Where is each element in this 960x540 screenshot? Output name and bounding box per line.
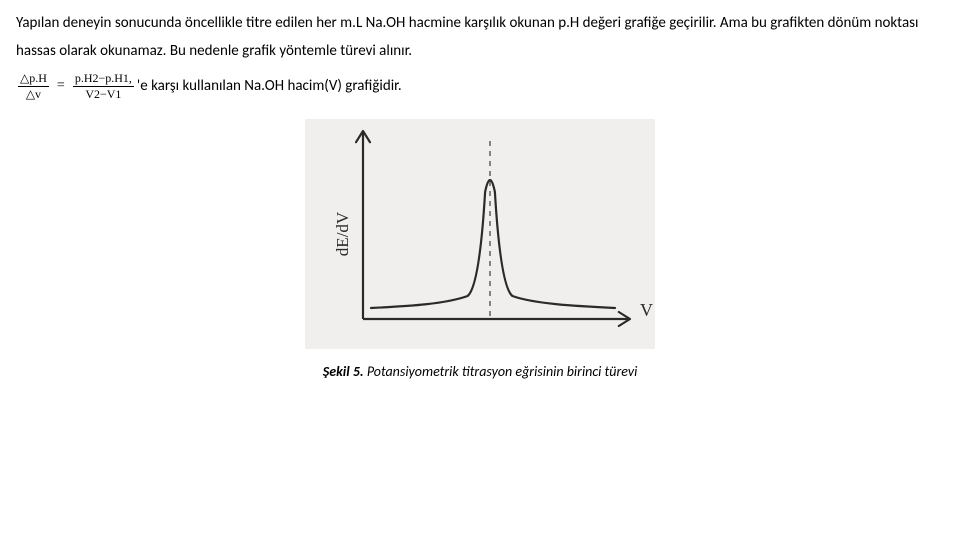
formula-line: △p.H △v = p.H2−p.H1, V2−V1 'e karşı kull… [16,72,944,101]
figure-box: dE/dV V [305,119,655,349]
fraction-left: △p.H △v [18,72,49,101]
paragraph-1: Yapılan deneyin sonucunda öncellikle tit… [16,10,944,66]
equals-sign: = [57,78,65,94]
derivative-peak-chart [305,119,655,349]
formula-trail-text: 'e karşı kullanılan Na.OH hacim(V) grafi… [137,77,402,95]
figure-caption: Şekil 5. Potansiyometrik titrasyon eğris… [323,363,638,380]
x-axis-label: V [640,300,653,321]
fraction-left-num: △p.H [18,72,49,87]
y-axis-label: dE/dV [333,212,353,256]
figure-number: Şekil 5. [323,363,364,380]
figure-caption-text: Potansiyometrik titrasyon eğrisinin biri… [364,363,638,380]
fraction-right-den: V2−V1 [83,87,123,101]
fraction-left-den: △v [24,87,43,101]
figure-container: dE/dV V Şekil 5. Potansiyometrik titrasy… [16,119,944,380]
fraction-right-num: p.H2−p.H1, [73,72,134,87]
fraction-right: p.H2−p.H1, V2−V1 [73,72,134,101]
